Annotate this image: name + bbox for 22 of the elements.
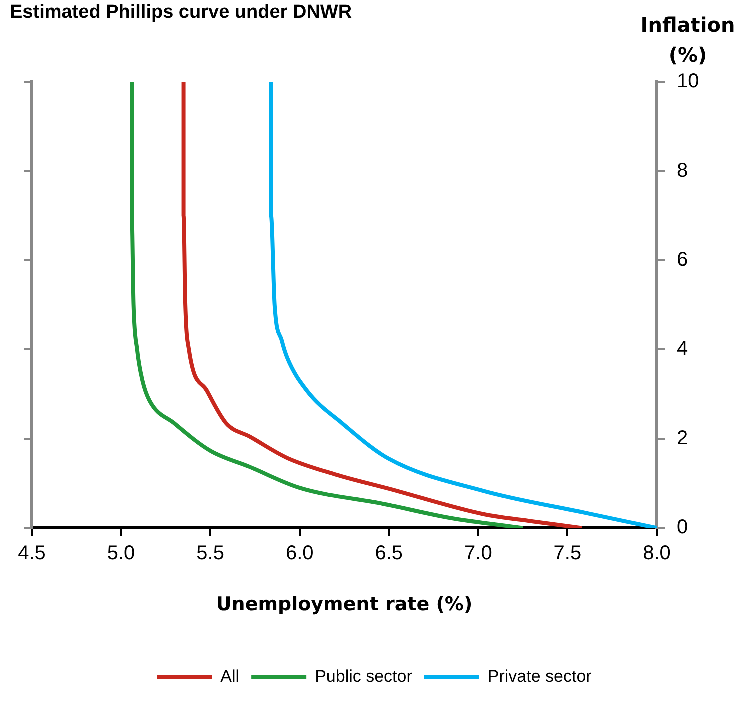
y-tick-label: 8 xyxy=(677,160,688,182)
legend-label: Private sector xyxy=(488,667,592,686)
y-tick-label: 4 xyxy=(677,338,688,360)
chart-title: Estimated Phillips curve under DNWR xyxy=(10,2,352,24)
x-tick-label: 7.0 xyxy=(464,542,492,565)
y-axis-title: Inflation (%) xyxy=(640,12,736,69)
x-axis-title: Unemployment rate (%) xyxy=(216,594,473,616)
y-tick-label: 2 xyxy=(677,427,688,450)
y-tick-label: 6 xyxy=(677,248,688,271)
x-tick-label: 8.0 xyxy=(643,542,671,565)
x-tick-label: 6.5 xyxy=(375,542,404,565)
legend-label: All xyxy=(220,667,240,686)
x-tick-label: 4.5 xyxy=(18,542,46,565)
x-tick-label: 5.5 xyxy=(196,542,224,565)
x-tick-label: 7.5 xyxy=(554,542,582,565)
y-tick-label: 0 xyxy=(677,516,688,539)
y-tick-label: 10 xyxy=(677,70,700,93)
line-series xyxy=(130,82,526,528)
line-series xyxy=(182,82,584,528)
x-tick-label: 5.0 xyxy=(107,542,136,565)
x-tick-label: 6.0 xyxy=(286,542,314,565)
legend-label: Public sector xyxy=(315,667,413,686)
